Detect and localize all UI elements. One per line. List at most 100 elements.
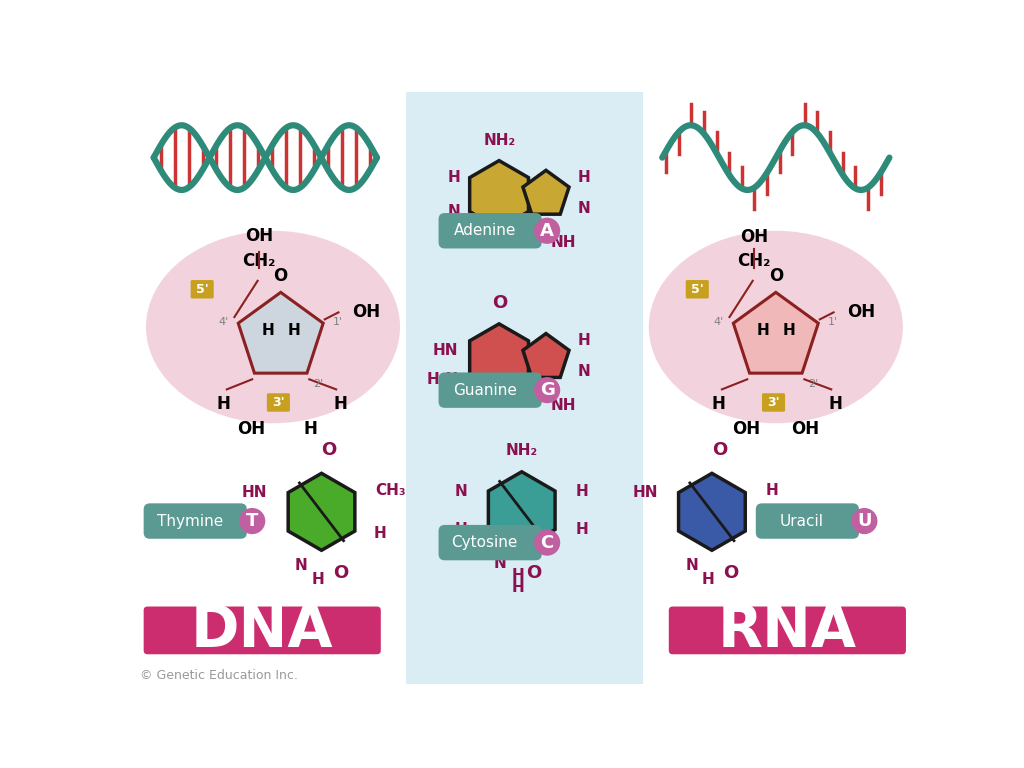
Text: 3': 3' xyxy=(272,396,285,409)
Text: O: O xyxy=(493,293,508,312)
Text: N: N xyxy=(295,558,307,573)
Text: H: H xyxy=(766,526,778,541)
Text: H: H xyxy=(311,572,324,587)
FancyBboxPatch shape xyxy=(669,607,906,654)
Text: H: H xyxy=(829,395,843,412)
Bar xyxy=(407,92,643,684)
Text: OH: OH xyxy=(238,420,265,439)
Text: H: H xyxy=(512,580,524,594)
Text: 3': 3' xyxy=(767,396,780,409)
FancyBboxPatch shape xyxy=(686,280,709,299)
Text: 1': 1' xyxy=(333,316,343,326)
Text: O: O xyxy=(712,442,727,459)
Text: OH: OH xyxy=(245,227,273,246)
Text: CH₂: CH₂ xyxy=(243,252,275,270)
Text: DNA: DNA xyxy=(191,602,334,659)
Text: N: N xyxy=(523,387,536,402)
Text: Thymine: Thymine xyxy=(157,514,223,528)
Text: N: N xyxy=(523,223,536,239)
FancyBboxPatch shape xyxy=(438,525,542,561)
FancyBboxPatch shape xyxy=(438,372,542,408)
Text: H: H xyxy=(512,568,524,583)
Text: NH: NH xyxy=(551,398,577,413)
FancyBboxPatch shape xyxy=(762,393,785,412)
Text: Guanine: Guanine xyxy=(453,382,517,398)
Polygon shape xyxy=(288,473,355,551)
Ellipse shape xyxy=(146,230,400,423)
Text: T: T xyxy=(246,512,258,530)
Text: OH: OH xyxy=(740,228,768,247)
Text: N: N xyxy=(685,558,698,573)
Text: H: H xyxy=(757,323,769,339)
Text: H: H xyxy=(701,572,715,587)
Circle shape xyxy=(851,508,878,534)
Text: 2': 2' xyxy=(313,379,324,389)
Text: OH: OH xyxy=(732,420,761,439)
Text: N: N xyxy=(494,557,506,571)
Polygon shape xyxy=(239,293,324,373)
Text: O: O xyxy=(525,564,541,582)
Text: Uracil: Uracil xyxy=(780,514,824,528)
Text: O: O xyxy=(322,442,337,459)
Text: HN: HN xyxy=(633,485,658,500)
Circle shape xyxy=(535,529,560,556)
Text: 2': 2' xyxy=(808,379,818,389)
Polygon shape xyxy=(679,473,745,551)
Text: H: H xyxy=(782,323,796,339)
Text: Adenine: Adenine xyxy=(454,223,516,238)
FancyBboxPatch shape xyxy=(143,503,247,539)
Text: 1': 1' xyxy=(827,316,838,326)
Text: U: U xyxy=(857,512,871,530)
Text: OH: OH xyxy=(791,420,819,439)
Polygon shape xyxy=(470,161,528,229)
Text: NH₂: NH₂ xyxy=(484,134,516,148)
Text: A: A xyxy=(541,222,554,240)
Text: HN: HN xyxy=(433,343,459,358)
Polygon shape xyxy=(523,333,569,377)
Polygon shape xyxy=(470,324,528,392)
Text: H: H xyxy=(447,170,460,185)
FancyBboxPatch shape xyxy=(267,393,290,412)
FancyBboxPatch shape xyxy=(190,280,214,299)
Text: N: N xyxy=(447,204,460,219)
Text: Cytosine: Cytosine xyxy=(452,535,518,550)
Text: N: N xyxy=(578,201,590,216)
Text: CH₂: CH₂ xyxy=(737,252,771,270)
Ellipse shape xyxy=(649,230,903,423)
Text: O: O xyxy=(724,564,738,582)
FancyBboxPatch shape xyxy=(438,213,542,249)
Text: H: H xyxy=(578,333,590,349)
FancyBboxPatch shape xyxy=(143,607,381,654)
Text: H: H xyxy=(455,522,468,537)
Polygon shape xyxy=(523,170,569,214)
Text: 5': 5' xyxy=(691,283,703,296)
Text: H: H xyxy=(261,323,274,339)
Circle shape xyxy=(535,217,560,244)
Text: 4': 4' xyxy=(714,316,724,326)
Text: CH₃: CH₃ xyxy=(376,483,407,498)
Circle shape xyxy=(240,508,265,534)
Polygon shape xyxy=(733,293,818,373)
Text: H: H xyxy=(766,483,778,498)
Text: N: N xyxy=(455,484,468,498)
Text: © Genetic Education Inc.: © Genetic Education Inc. xyxy=(140,670,298,682)
Circle shape xyxy=(535,377,560,403)
Text: 4': 4' xyxy=(219,316,229,326)
Text: H: H xyxy=(334,395,348,412)
Text: OH: OH xyxy=(352,303,381,321)
Polygon shape xyxy=(488,472,555,549)
Text: H: H xyxy=(575,484,589,498)
Text: HN: HN xyxy=(242,485,267,500)
Text: NH: NH xyxy=(551,234,577,250)
Text: 5': 5' xyxy=(196,283,209,296)
Text: C: C xyxy=(541,534,554,551)
Text: H: H xyxy=(288,323,300,339)
Text: O: O xyxy=(769,267,783,286)
Text: O: O xyxy=(333,564,348,582)
Text: RNA: RNA xyxy=(718,602,857,659)
Text: OH: OH xyxy=(848,303,876,321)
Text: NH₂: NH₂ xyxy=(506,443,538,458)
Text: N: N xyxy=(578,364,590,379)
FancyBboxPatch shape xyxy=(756,503,859,539)
Text: H: H xyxy=(216,395,230,412)
